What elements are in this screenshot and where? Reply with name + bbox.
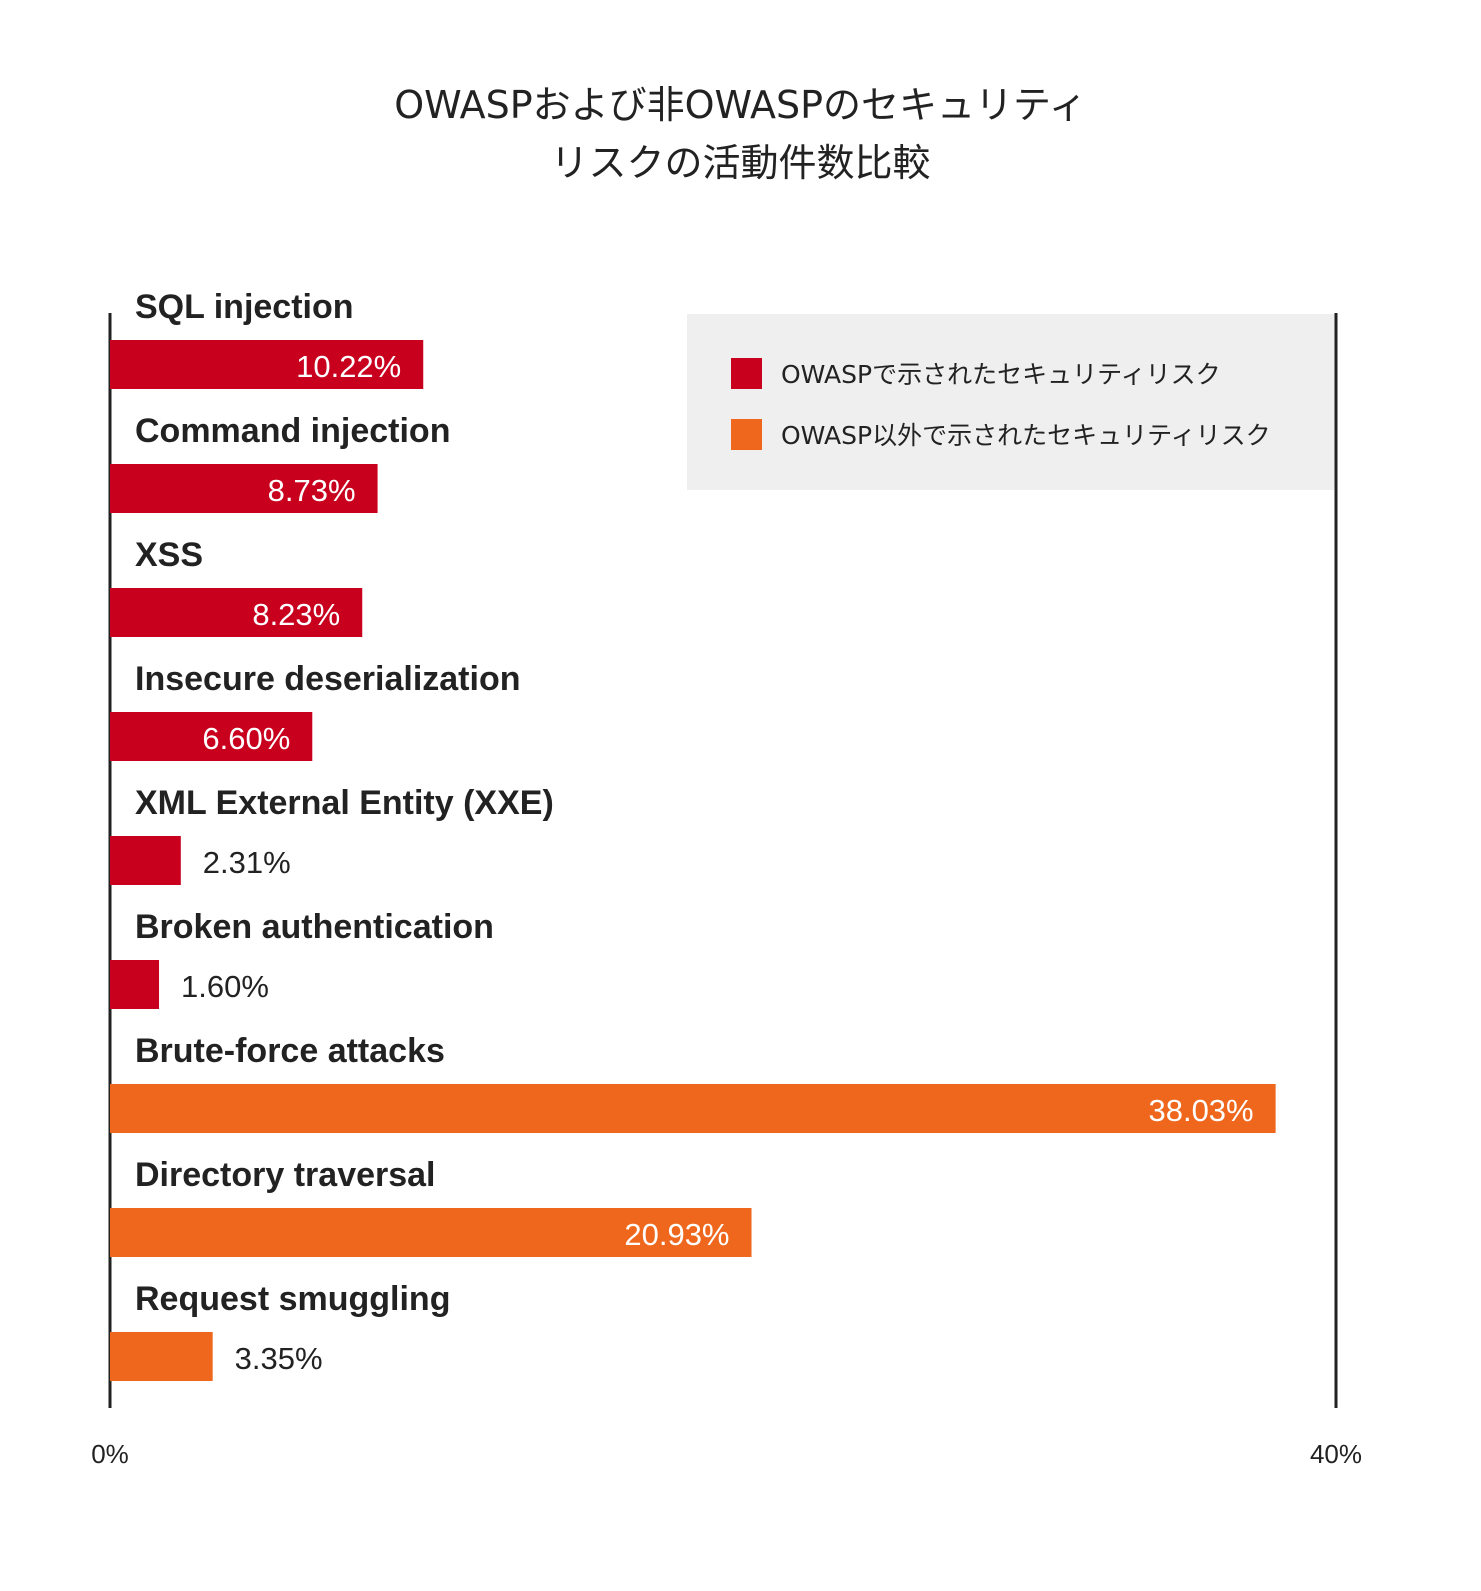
- chart-title-line-1: OWASPおよび非OWASPのセキュリティ: [394, 83, 1087, 127]
- chart-title-line-2: リスクの活動件数比較: [550, 141, 931, 185]
- data-label: 6.60%: [202, 721, 290, 756]
- chart-title: OWASPおよび非OWASPのセキュリティ リスクの活動件数比較: [0, 76, 1481, 192]
- category-label: Broken authentication: [135, 908, 494, 946]
- x-tick-max: 40%: [1310, 1439, 1362, 1469]
- legend: OWASPで示されたセキュリティリスク OWASP以外で示されたセキュリティリスク: [731, 358, 1271, 450]
- legend-swatch: [731, 419, 762, 450]
- category-label: Insecure deserialization: [135, 660, 521, 698]
- bar: [110, 464, 378, 513]
- data-label: 38.03%: [1148, 1093, 1253, 1128]
- bar: [110, 340, 424, 389]
- legend-box: [687, 314, 1336, 490]
- bar: [110, 712, 313, 761]
- category-label: Command injection: [135, 412, 450, 450]
- data-label: 1.60%: [181, 969, 269, 1004]
- category-label: XML External Entity (XXE): [135, 784, 554, 822]
- data-label: 20.93%: [624, 1217, 729, 1252]
- legend-label: OWASP以外で示されたセキュリティリスク: [781, 421, 1271, 450]
- bar: [110, 1084, 1276, 1133]
- category-label: Directory traversal: [135, 1156, 436, 1194]
- bar: [110, 1332, 213, 1381]
- category-label: XSS: [135, 536, 203, 574]
- bar: [110, 1208, 752, 1257]
- data-label: 3.35%: [235, 1341, 323, 1376]
- x-tick-min: 0%: [91, 1439, 129, 1469]
- data-label: 8.73%: [268, 473, 356, 508]
- bar: [110, 960, 160, 1009]
- category-label: SQL injection: [135, 288, 354, 326]
- bars: SQL injection 10.22% Command injection 8.73…: [110, 288, 1276, 1381]
- bar: [110, 588, 363, 637]
- data-label: 8.23%: [252, 597, 340, 632]
- data-label: 10.22%: [296, 349, 401, 384]
- category-label: Request smuggling: [135, 1280, 450, 1318]
- legend-swatch: [731, 358, 762, 389]
- legend-label: OWASPで示されたセキュリティリスク: [781, 360, 1221, 389]
- category-label: Brute-force attacks: [135, 1032, 445, 1070]
- data-label: 2.31%: [203, 845, 291, 880]
- bar: [110, 836, 181, 885]
